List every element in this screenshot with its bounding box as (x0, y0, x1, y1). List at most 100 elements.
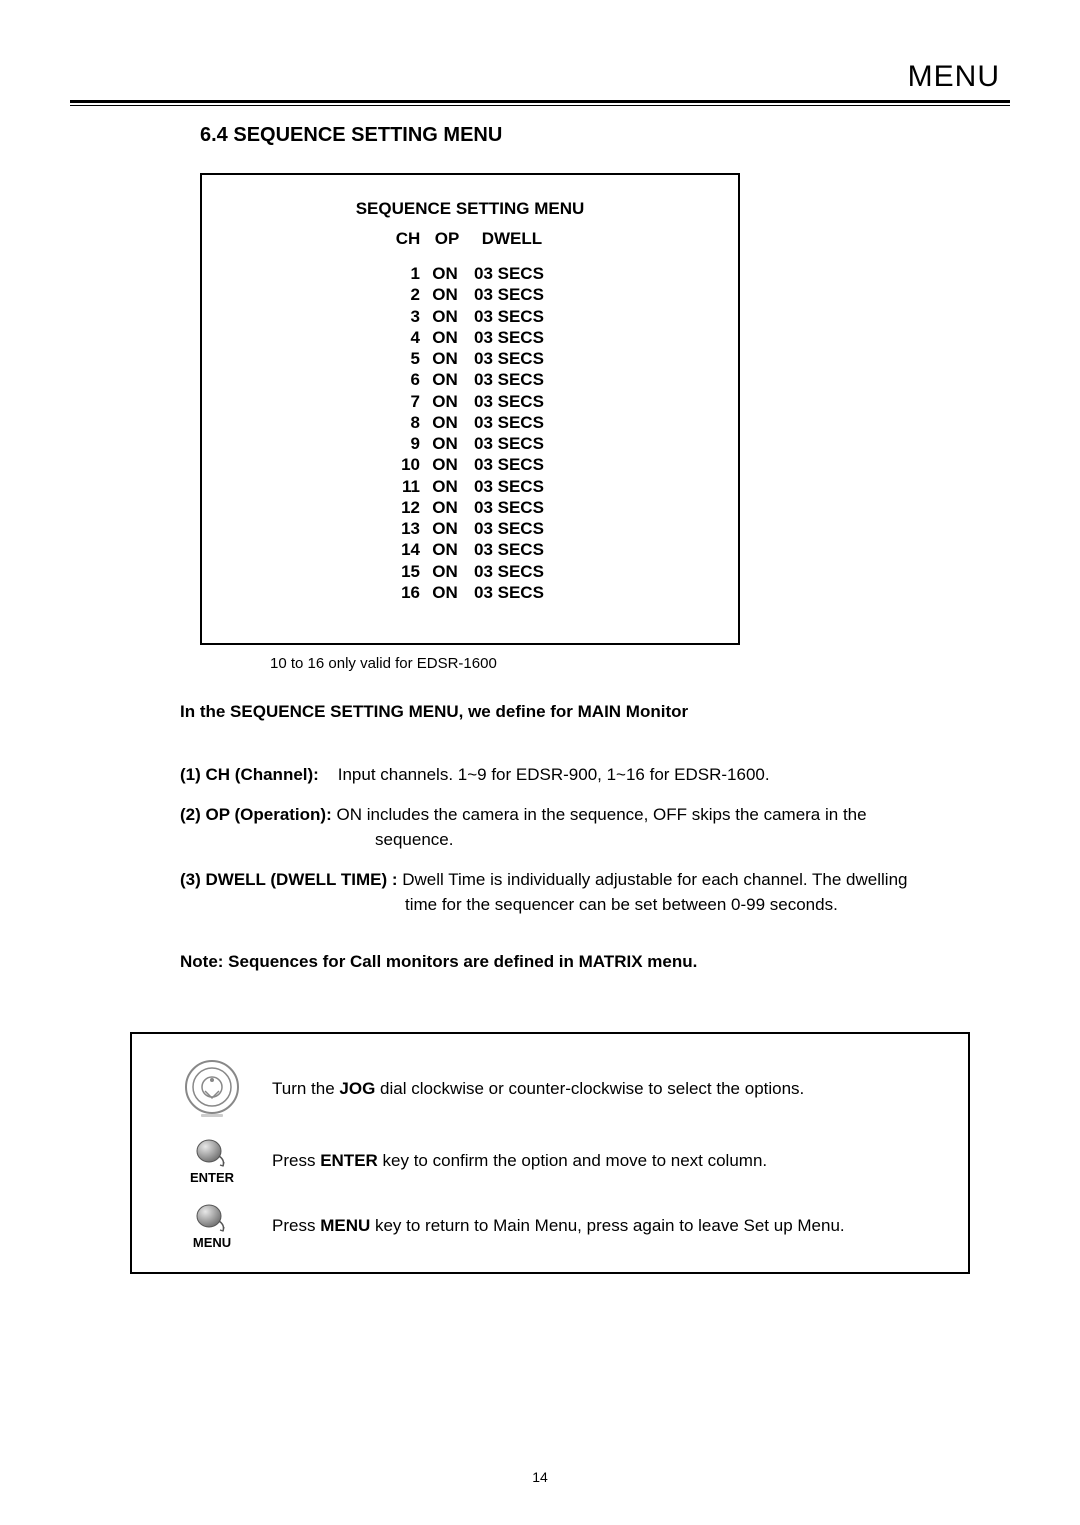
cell-op: ON (420, 518, 464, 539)
cell-ch: 12 (376, 497, 420, 518)
cell-dwell: 03 SECS (464, 412, 564, 433)
enter-key: ENTER (320, 1151, 378, 1170)
col-header-op: OP (425, 229, 469, 249)
page-header: MENU (70, 60, 1010, 94)
cell-ch: 8 (376, 412, 420, 433)
definition-ch: (1) CH (Channel): Input channels. 1~9 fo… (180, 762, 1010, 788)
table-row: 9ON03 SECS (376, 433, 564, 454)
def-ch-text: Input channels. 1~9 for EDSR-900, 1~16 f… (338, 765, 770, 784)
menu-pre: Press (272, 1216, 320, 1235)
table-row: 6ON03 SECS (376, 369, 564, 390)
cell-dwell: 03 SECS (464, 561, 564, 582)
table-row: 12ON03 SECS (376, 497, 564, 518)
controls-box: Turn the JOG dial clockwise or counter-c… (130, 1032, 970, 1274)
table-row: 5ON03 SECS (376, 348, 564, 369)
jog-post: dial clockwise or counter-clockwise to s… (375, 1079, 804, 1098)
menu-label: MENU (162, 1235, 262, 1250)
cell-op: ON (420, 369, 464, 390)
cell-op: ON (420, 476, 464, 497)
cell-dwell: 03 SECS (464, 348, 564, 369)
divider-thick (70, 100, 1010, 103)
table-row: 13ON03 SECS (376, 518, 564, 539)
cell-dwell: 03 SECS (464, 306, 564, 327)
cell-dwell: 03 SECS (464, 263, 564, 284)
table-row: 8ON03 SECS (376, 412, 564, 433)
section-name: SEQUENCE SETTING MENU (233, 124, 502, 146)
table-row: 14ON03 SECS (376, 539, 564, 560)
table-row: 1ON03 SECS (376, 263, 564, 284)
cell-dwell: 03 SECS (464, 327, 564, 348)
cell-op: ON (420, 327, 464, 348)
divider-thin (70, 105, 1010, 106)
sequence-menu-box: SEQUENCE SETTING MENU CH OP DWELL 1ON03 … (200, 173, 740, 645)
cell-op: ON (420, 497, 464, 518)
cell-op: ON (420, 412, 464, 433)
menu-column-headers: CH OP DWELL (222, 229, 718, 249)
jog-text: Turn the JOG dial clockwise or counter-c… (262, 1077, 804, 1101)
cell-ch: 14 (376, 539, 420, 560)
table-row: 7ON03 SECS (376, 391, 564, 412)
cell-dwell: 03 SECS (464, 539, 564, 560)
enter-post: key to confirm the option and move to ne… (378, 1151, 767, 1170)
control-enter-row: ENTER Press ENTER key to confirm the opt… (162, 1138, 938, 1185)
cell-ch: 3 (376, 306, 420, 327)
table-row: 4ON03 SECS (376, 327, 564, 348)
control-jog-row: Turn the JOG dial clockwise or counter-c… (162, 1058, 938, 1120)
def-dwell-text1: Dwell Time is individually adjustable fo… (402, 870, 907, 889)
menu-post: key to return to Main Menu, press again … (370, 1216, 844, 1235)
def-dwell-label: (3) DWELL (DWELL TIME) : (180, 870, 398, 889)
definition-dwell: (3) DWELL (DWELL TIME) : Dwell Time is i… (180, 867, 1010, 918)
enter-pre: Press (272, 1151, 320, 1170)
jog-pre: Turn the (272, 1079, 339, 1098)
section-number: 6.4 (200, 124, 228, 146)
cell-ch: 13 (376, 518, 420, 539)
cell-op: ON (420, 582, 464, 603)
cell-ch: 15 (376, 561, 420, 582)
page-number: 14 (0, 1469, 1080, 1485)
note-text: Note: Sequences for Call monitors are de… (180, 952, 1010, 972)
cell-dwell: 03 SECS (464, 433, 564, 454)
menu-key: MENU (320, 1216, 370, 1235)
cell-dwell: 03 SECS (464, 497, 564, 518)
cell-op: ON (420, 433, 464, 454)
menu-text: Press MENU key to return to Main Menu, p… (262, 1214, 845, 1238)
def-op-text1: ON includes the camera in the sequence, … (336, 805, 866, 824)
jog-key: JOG (339, 1079, 375, 1098)
enter-text: Press ENTER key to confirm the option an… (262, 1149, 767, 1173)
col-header-ch: CH (376, 229, 420, 249)
cell-op: ON (420, 391, 464, 412)
cell-dwell: 03 SECS (464, 454, 564, 475)
enter-label: ENTER (162, 1170, 262, 1185)
jog-dial-icon (162, 1058, 262, 1120)
cell-dwell: 03 SECS (464, 369, 564, 390)
cell-ch: 2 (376, 284, 420, 305)
cell-dwell: 03 SECS (464, 518, 564, 539)
cell-ch: 7 (376, 391, 420, 412)
cell-ch: 9 (376, 433, 420, 454)
cell-op: ON (420, 561, 464, 582)
cell-dwell: 03 SECS (464, 476, 564, 497)
menu-caption: 10 to 16 only valid for EDSR-1600 (270, 655, 1010, 672)
def-op-text2: sequence. (375, 827, 1010, 853)
cell-op: ON (420, 348, 464, 369)
def-dwell-text2: time for the sequencer can be set betwee… (405, 892, 1010, 918)
cell-dwell: 03 SECS (464, 582, 564, 603)
table-row: 10ON03 SECS (376, 454, 564, 475)
cell-op: ON (420, 539, 464, 560)
table-row: 15ON03 SECS (376, 561, 564, 582)
control-menu-row: MENU Press MENU key to return to Main Me… (162, 1203, 938, 1250)
menu-button-icon: MENU (162, 1203, 262, 1250)
definition-op: (2) OP (Operation): ON includes the came… (180, 802, 1010, 853)
cell-op: ON (420, 306, 464, 327)
cell-dwell: 03 SECS (464, 391, 564, 412)
intro-text: In the SEQUENCE SETTING MENU, we define … (180, 702, 1010, 722)
def-ch-label: (1) CH (Channel): (180, 765, 319, 784)
definitions: (1) CH (Channel): Input channels. 1~9 fo… (180, 762, 1010, 918)
table-row: 3ON03 SECS (376, 306, 564, 327)
def-op-label: (2) OP (Operation): (180, 805, 332, 824)
cell-op: ON (420, 454, 464, 475)
table-row: 11ON03 SECS (376, 476, 564, 497)
cell-ch: 6 (376, 369, 420, 390)
table-row: 16ON03 SECS (376, 582, 564, 603)
cell-ch: 11 (376, 476, 420, 497)
